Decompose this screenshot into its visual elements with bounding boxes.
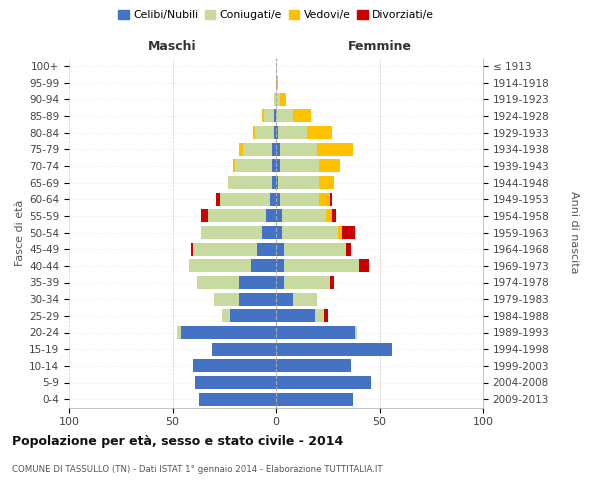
Bar [280, 92, 286, 106]
Bar [338, 226, 342, 239]
Bar [262, 110, 263, 122]
Bar [208, 210, 266, 222]
Bar [276, 342, 392, 355]
Bar [253, 126, 256, 139]
Bar [274, 110, 276, 122]
Bar [191, 242, 193, 256]
Bar [276, 260, 284, 272]
Bar [197, 276, 239, 289]
Bar [276, 92, 280, 106]
Bar [355, 326, 357, 339]
Bar [202, 226, 262, 239]
Bar [284, 276, 330, 289]
Bar [276, 276, 284, 289]
Bar [276, 392, 353, 406]
Bar [189, 260, 251, 272]
Bar [276, 192, 280, 205]
Bar [276, 210, 282, 222]
Bar [326, 210, 332, 222]
Text: Femmine: Femmine [347, 40, 412, 52]
Bar [276, 360, 350, 372]
Bar [270, 192, 276, 205]
Bar [276, 226, 282, 239]
Bar [230, 310, 276, 322]
Bar [233, 160, 235, 172]
Bar [262, 226, 276, 239]
Bar [346, 242, 350, 256]
Bar [212, 342, 276, 355]
Bar [280, 142, 317, 156]
Text: COMUNE DI TASSULLO (TN) - Dati ISTAT 1° gennaio 2014 - Elaborazione TUTTITALIA.I: COMUNE DI TASSULLO (TN) - Dati ISTAT 1° … [12, 465, 383, 474]
Bar [319, 176, 334, 189]
Bar [317, 142, 353, 156]
Bar [274, 126, 276, 139]
Y-axis label: Fasce di età: Fasce di età [15, 200, 25, 266]
Bar [276, 110, 293, 122]
Legend: Celibi/Nubili, Coniugati/e, Vedovi/e, Divorziati/e: Celibi/Nubili, Coniugati/e, Vedovi/e, Di… [113, 6, 439, 25]
Bar [278, 126, 307, 139]
Bar [282, 210, 326, 222]
Bar [276, 126, 278, 139]
Bar [220, 192, 270, 205]
Bar [276, 376, 371, 389]
Bar [293, 292, 317, 306]
Bar [193, 242, 257, 256]
Bar [239, 276, 276, 289]
Bar [214, 292, 239, 306]
Bar [195, 376, 276, 389]
Bar [280, 192, 319, 205]
Bar [332, 210, 336, 222]
Bar [319, 192, 330, 205]
Bar [239, 292, 276, 306]
Bar [276, 310, 316, 322]
Bar [243, 142, 272, 156]
Bar [284, 260, 359, 272]
Bar [272, 160, 276, 172]
Bar [272, 176, 276, 189]
Bar [256, 126, 274, 139]
Bar [216, 192, 220, 205]
Bar [274, 92, 276, 106]
Bar [276, 160, 280, 172]
Bar [239, 142, 243, 156]
Bar [359, 260, 369, 272]
Bar [293, 110, 311, 122]
Bar [176, 326, 181, 339]
Bar [193, 360, 276, 372]
Bar [181, 326, 276, 339]
Bar [276, 76, 278, 89]
Bar [330, 192, 332, 205]
Y-axis label: Anni di nascita: Anni di nascita [569, 191, 579, 274]
Bar [280, 160, 319, 172]
Bar [199, 392, 276, 406]
Bar [276, 292, 293, 306]
Bar [266, 210, 276, 222]
Bar [276, 176, 278, 189]
Bar [282, 226, 338, 239]
Bar [202, 210, 208, 222]
Bar [229, 176, 272, 189]
Bar [307, 126, 332, 139]
Bar [342, 226, 355, 239]
Bar [257, 242, 276, 256]
Bar [330, 276, 334, 289]
Text: Popolazione per età, sesso e stato civile - 2014: Popolazione per età, sesso e stato civil… [12, 435, 343, 448]
Bar [276, 326, 355, 339]
Text: Maschi: Maschi [148, 40, 197, 52]
Bar [272, 142, 276, 156]
Bar [284, 242, 346, 256]
Bar [263, 110, 274, 122]
Bar [278, 176, 319, 189]
Bar [323, 310, 328, 322]
Bar [235, 160, 272, 172]
Bar [276, 142, 280, 156]
Bar [251, 260, 276, 272]
Bar [316, 310, 323, 322]
Bar [222, 310, 230, 322]
Bar [276, 242, 284, 256]
Bar [319, 160, 340, 172]
